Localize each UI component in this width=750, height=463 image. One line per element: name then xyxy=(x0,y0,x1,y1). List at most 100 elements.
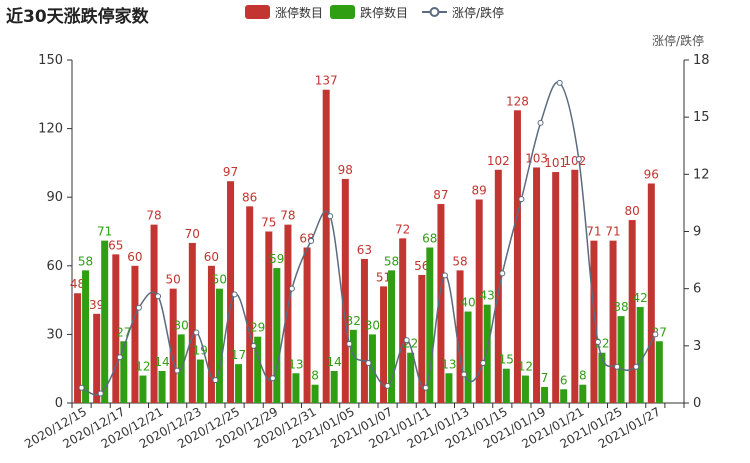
bar-limit-down xyxy=(254,336,262,403)
y-left-tick-label: 60 xyxy=(46,259,63,274)
bar-limit-down xyxy=(158,370,166,403)
bar-label-limit-up: 71 xyxy=(586,225,601,239)
legend-item-limit-up[interactable]: 涨停数目 xyxy=(245,3,323,21)
bar-limit-up xyxy=(284,224,292,403)
ratio-line xyxy=(81,81,656,396)
bar-label-limit-up: 80 xyxy=(625,204,640,218)
bar-limit-up xyxy=(590,240,598,403)
ratio-point xyxy=(652,331,659,338)
bar-limit-up xyxy=(418,274,426,403)
ratio-point xyxy=(155,293,162,300)
legend-item-limit-down[interactable]: 跌停数目 xyxy=(330,3,408,21)
ratio-point xyxy=(308,238,315,245)
bar-label-limit-up: 102 xyxy=(563,154,586,168)
y-left-tick-label: 150 xyxy=(38,53,63,68)
ratio-point xyxy=(556,79,563,86)
bar-label-limit-up: 86 xyxy=(242,190,257,204)
ratio-point xyxy=(461,371,468,378)
ratio-point xyxy=(97,390,104,397)
bar-label-limit-down: 68 xyxy=(422,232,437,246)
bar-limit-up xyxy=(169,288,177,403)
bar-label-limit-down: 59 xyxy=(269,252,284,266)
y-right-tick-label: 0 xyxy=(693,396,701,411)
bar-label-limit-up: 58 xyxy=(452,254,467,268)
bar-label-limit-up: 60 xyxy=(204,250,219,264)
y-right-tick-label: 6 xyxy=(693,282,701,297)
legend-item-ratio[interactable]: 涨停/跌停 xyxy=(422,3,504,21)
bar-limit-down xyxy=(101,240,109,403)
bar-label-limit-down: 12 xyxy=(135,360,150,374)
bar-limit-up xyxy=(131,265,139,403)
bar-label-limit-up: 98 xyxy=(338,163,353,177)
y-left-tick-label: 90 xyxy=(46,190,63,205)
bar-label-limit-up: 89 xyxy=(472,183,487,197)
bar-label-limit-down: 42 xyxy=(633,291,648,305)
legend-label-limit-up: 涨停数目 xyxy=(275,5,324,20)
bar-label-limit-down: 13 xyxy=(288,357,303,371)
legend-line-icon xyxy=(422,7,447,17)
bar-limit-up xyxy=(513,110,521,403)
chart-title: 近30天涨跌停家数 xyxy=(6,7,149,27)
bar-limit-up xyxy=(533,167,541,403)
y-right-tick-label: 9 xyxy=(693,225,701,240)
bar-label-limit-down: 30 xyxy=(365,318,380,332)
bar-limit-up xyxy=(150,224,158,403)
bar-label-limit-down: 12 xyxy=(518,360,533,374)
right-axis-name: 涨停/跌停 xyxy=(651,34,704,48)
y-left-tick-label: 120 xyxy=(38,122,63,137)
ratio-point xyxy=(212,377,219,384)
bar-label-limit-up: 137 xyxy=(315,74,338,88)
bar-limit-up xyxy=(265,231,273,403)
bar-limit-down xyxy=(655,341,663,403)
bar-limit-down xyxy=(617,316,625,403)
bar-limit-down xyxy=(464,311,472,403)
bar-limit-up xyxy=(494,169,502,403)
bar-label-limit-up: 78 xyxy=(146,209,161,223)
y-right-tick-label: 18 xyxy=(693,53,710,68)
ratio-point xyxy=(422,384,429,391)
bar-label-limit-down: 14 xyxy=(327,355,342,369)
bar-label-limit-up: 102 xyxy=(487,154,510,168)
bar-limit-up xyxy=(112,254,120,403)
bar-label-limit-up: 51 xyxy=(376,270,391,284)
bar-limit-up xyxy=(628,220,636,403)
ratio-point xyxy=(78,384,85,391)
ratio-point xyxy=(365,359,372,366)
bar-label-limit-up: 97 xyxy=(223,165,238,179)
bar-limit-down xyxy=(311,384,319,403)
bar-limit-down xyxy=(560,389,568,403)
bar-limit-up xyxy=(322,89,330,403)
ratio-point xyxy=(269,375,276,382)
bar-limit-up xyxy=(609,240,617,403)
bar-label-limit-up: 70 xyxy=(185,227,200,241)
y-left-tick-label: 0 xyxy=(55,396,63,411)
bar-label-limit-down: 13 xyxy=(441,357,456,371)
ratio-point xyxy=(537,119,544,126)
bar-limit-down xyxy=(235,364,243,403)
ratio-point xyxy=(594,339,601,346)
ratio-point xyxy=(403,337,410,344)
bar-label-limit-down: 8 xyxy=(579,369,587,383)
ratio-point xyxy=(346,340,353,347)
bar-label-limit-up: 87 xyxy=(433,188,448,202)
bar-label-limit-down: 38 xyxy=(613,300,628,314)
bar-label-limit-up: 71 xyxy=(605,225,620,239)
bar-limit-down xyxy=(388,270,396,403)
bar-limit-down xyxy=(330,370,338,403)
bar-limit-up xyxy=(647,183,655,403)
bar-limit-down xyxy=(521,375,529,403)
bar-label-limit-up: 39 xyxy=(89,298,104,312)
ratio-point xyxy=(575,156,582,163)
y-right-tick-label: 3 xyxy=(693,339,701,354)
bar-limit-down xyxy=(82,270,90,403)
bar-label-limit-up: 56 xyxy=(414,259,429,273)
bar-limit-down xyxy=(196,359,204,403)
y-right-tick-label: 15 xyxy=(693,110,710,125)
legend-swatch-limit-down xyxy=(330,5,355,19)
ratio-point xyxy=(174,367,181,374)
bar-limit-down xyxy=(349,329,357,403)
bar-limit-up xyxy=(74,293,82,403)
bar-limit-down xyxy=(139,375,147,403)
bar-label-limit-down: 8 xyxy=(311,369,319,383)
bar-limit-up xyxy=(380,286,388,403)
